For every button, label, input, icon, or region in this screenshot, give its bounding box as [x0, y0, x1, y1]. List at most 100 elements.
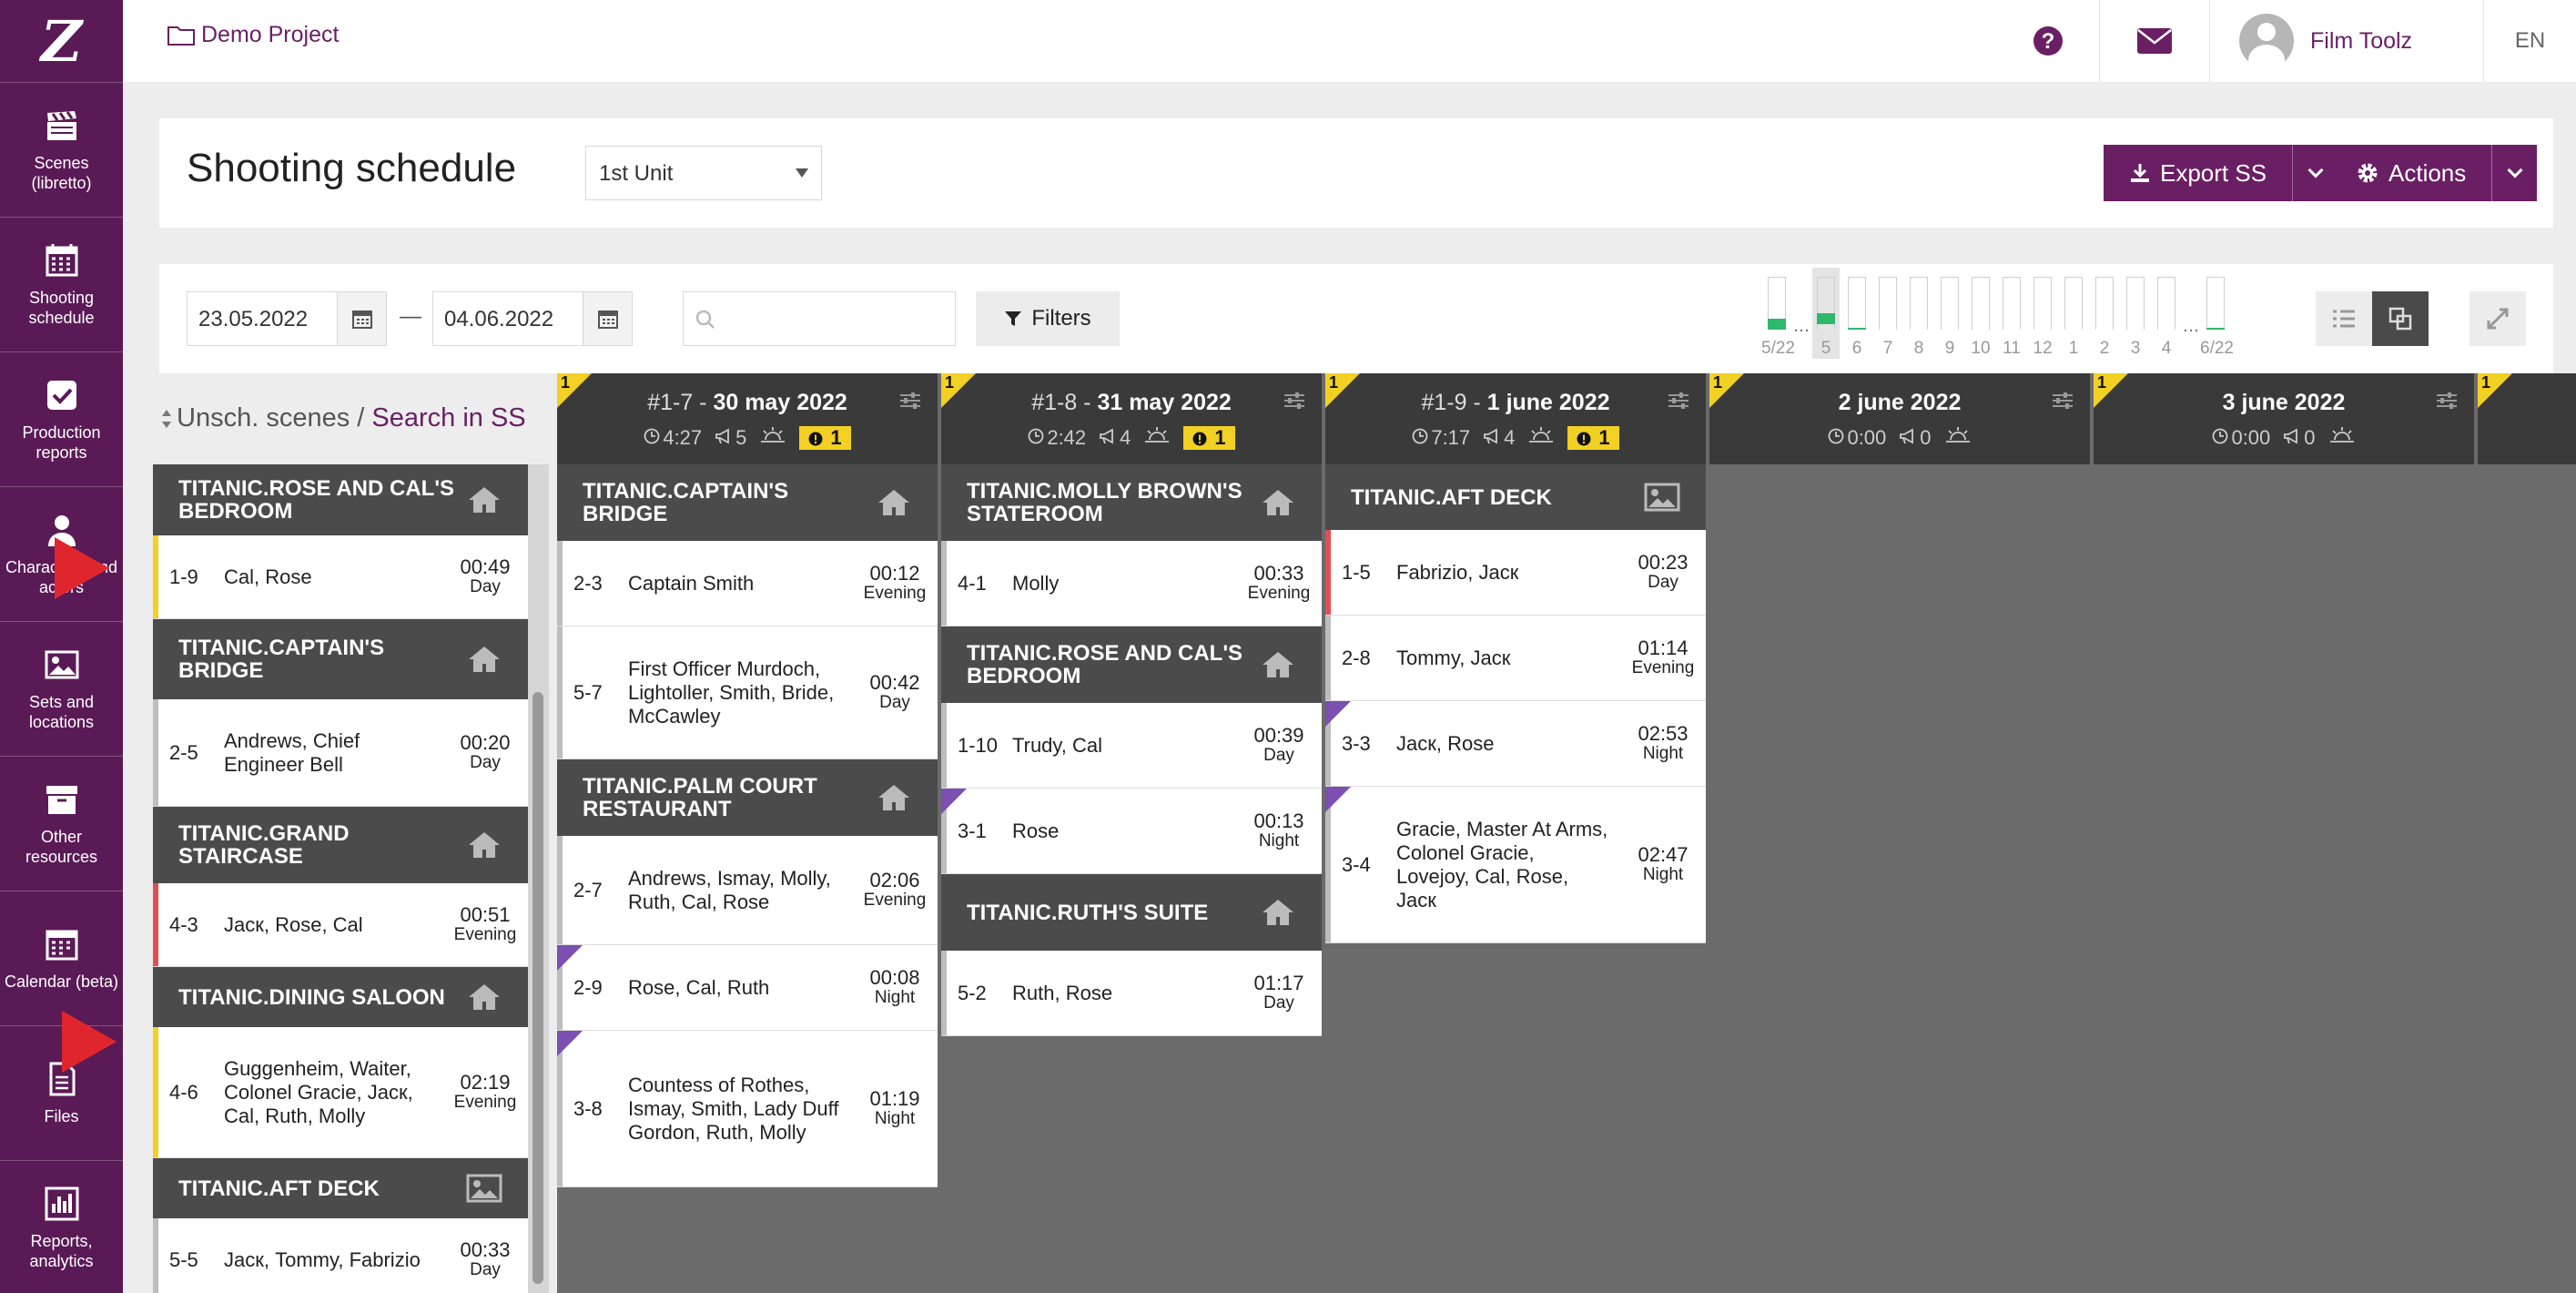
unscheduled-title[interactable]: Unsch. scenes: [177, 403, 350, 433]
warning-badge[interactable]: 1: [1567, 426, 1619, 450]
date-to-field[interactable]: 04.06.2022: [432, 291, 633, 346]
scene-card[interactable]: 2-5 Andrews, Chief Engineer Bell 00:20 Day: [153, 699, 528, 807]
scene-stripe: [941, 951, 947, 1035]
mini-chart-bar[interactable]: [2206, 273, 2225, 330]
mini-chart-bar[interactable]: [1812, 268, 1840, 359]
list-view-button[interactable]: [2316, 291, 2372, 346]
scene-card[interactable]: 2-3 Captain Smith 00:12 Evening: [557, 541, 938, 626]
scene-card[interactable]: 3-8 Countess of Rothes, Ismay, Smith, Lad…: [557, 1031, 938, 1187]
set-header[interactable]: TITANIC.ROSE AND CAL'S BEDROOM: [941, 626, 1322, 703]
day-column: 1 2 june 2022 0:00 0: [1709, 373, 2090, 464]
set-header[interactable]: TITANIC.CAPTAIN'S BRIDGE: [153, 619, 528, 699]
set-header[interactable]: TITANIC.DINING SALOON: [153, 967, 528, 1027]
sidebar-item-shooting-schedule[interactable]: Shooting schedule: [0, 217, 123, 351]
mini-chart-bar[interactable]: [1910, 273, 1928, 330]
mini-chart-bar[interactable]: [2126, 273, 2145, 330]
day-header[interactable]: 1 #1-9 - 1 june 2022 7:17 4 1: [1325, 373, 1706, 464]
scene-number: 4-3: [169, 912, 198, 936]
day-header[interactable]: 1 2 june 2022 0:00 0: [1709, 373, 2090, 464]
mini-chart-bar[interactable]: [1941, 273, 1959, 330]
set-name: TITANIC.AFT DECK: [178, 1176, 380, 1201]
scene-time-of-day: Day: [470, 1259, 501, 1279]
board-view-button[interactable]: [2372, 291, 2429, 346]
unit-select[interactable]: 1st Unit: [585, 146, 822, 200]
set-header[interactable]: TITANIC.GRAND STAIRCASE: [153, 807, 528, 883]
export-ss-button[interactable]: Export SS: [2104, 145, 2292, 201]
scene-card[interactable]: 5-5 Jacк, Tommy, Fabrizio 00:33 Day: [153, 1218, 528, 1293]
set-header[interactable]: TITANIC.AFT DECK: [1325, 464, 1706, 530]
sunrise-icon: [1143, 426, 1171, 450]
export-dropdown-toggle[interactable]: [2292, 145, 2338, 201]
day-settings-icon[interactable]: [1668, 392, 1689, 410]
scene-card[interactable]: 1-5 Fabrizio, Jacк 00:23 Day: [1325, 530, 1706, 616]
scene-card[interactable]: 4-1 Molly 00:33 Evening: [941, 541, 1322, 626]
user-menu[interactable]: Film Toolz: [2209, 0, 2482, 82]
mini-chart-bar[interactable]: [1848, 273, 1866, 330]
calendar-icon[interactable]: [337, 292, 386, 345]
scrollbar[interactable]: [528, 464, 549, 1293]
day-settings-icon[interactable]: [1283, 392, 1305, 410]
day-header[interactable]: 1 #1-7 - 30 may 2022 4:27 5 1: [557, 373, 938, 464]
set-header[interactable]: TITANIC.PALM COURT RESTAURANT: [557, 759, 938, 836]
day-settings-icon[interactable]: [2436, 392, 2458, 410]
mini-chart-bar[interactable]: [2003, 273, 2021, 330]
scene-card[interactable]: 1-10 Trudy, Cal 00:39 Day: [941, 703, 1322, 789]
project-link[interactable]: Demo Project: [167, 22, 339, 48]
day-header[interactable]: 1 3 june 2022 0:00 0: [2094, 373, 2474, 464]
scene-card[interactable]: 1-9 Cal, Rose 00:49 Day: [153, 535, 528, 619]
day-settings-icon[interactable]: [899, 392, 921, 410]
actions-button[interactable]: Actions: [2330, 145, 2491, 201]
mini-chart-bar[interactable]: [2095, 273, 2114, 330]
search-in-ss-link[interactable]: Search in SS: [371, 403, 526, 433]
day-header[interactable]: 1 #1-8 - 31 may 2022 2:42 4 1: [941, 373, 1322, 464]
set-header[interactable]: TITANIC.AFT DECK: [153, 1158, 528, 1218]
messages-button[interactable]: [2099, 0, 2208, 82]
warning-badge[interactable]: 1: [799, 426, 851, 450]
sidebar-item-calendar-beta[interactable]: Calendar (beta): [0, 891, 123, 1025]
scene-card[interactable]: 4-6 Guggenheim, Waiter, Colonel Gracie, J…: [153, 1027, 528, 1158]
filters-button[interactable]: Filters: [976, 291, 1120, 346]
count-group: 4: [1099, 426, 1131, 450]
warning-badge[interactable]: 1: [1183, 426, 1235, 450]
sort-icon[interactable]: [160, 408, 173, 430]
scene-card[interactable]: 5-2 Ruth, Rose 01:17 Day: [941, 951, 1322, 1036]
sidebar-item-production-reports[interactable]: Production reports: [0, 351, 123, 486]
fullscreen-button[interactable]: [2470, 291, 2526, 346]
scene-card[interactable]: 3-4 Gracie, Master At Arms, Colonel Graci…: [1325, 787, 1706, 943]
set-header[interactable]: TITANIC.ROSE AND CAL'S BEDROOM: [153, 464, 528, 535]
actions-dropdown-toggle[interactable]: [2491, 145, 2537, 201]
mini-chart-bar[interactable]: [2064, 273, 2083, 330]
scene-card[interactable]: 3-3 Jacк, Rose 02:53 Night: [1325, 701, 1706, 787]
scene-search-input[interactable]: [683, 291, 956, 346]
help-button[interactable]: ?: [1998, 0, 2098, 82]
duration-group: 7:17: [1412, 426, 1470, 450]
corner-marker: [941, 789, 967, 814]
mini-chart-bar[interactable]: [1972, 273, 1990, 330]
day-header[interactable]: 1: [2478, 373, 2576, 464]
calendar-icon[interactable]: [583, 292, 632, 345]
scrollbar-thumb[interactable]: [532, 692, 543, 1284]
language-switch[interactable]: EN: [2483, 0, 2576, 82]
scene-card[interactable]: 3-1 Rose 00:13 Night: [941, 789, 1322, 874]
scene-card[interactable]: 2-8 Tommy, Jacк 01:14 Evening: [1325, 616, 1706, 701]
scene-card[interactable]: 2-9 Rose, Cal, Ruth 00:08 Night: [557, 945, 938, 1031]
app-logo[interactable]: Z: [40, 7, 83, 75]
mini-chart-bar[interactable]: [1768, 273, 1786, 330]
set-header[interactable]: TITANIC.CAPTAIN'S BRIDGE: [557, 464, 938, 541]
scene-card[interactable]: 2-7 Andrews, Ismay, Molly, Ruth, Cal, Ros…: [557, 836, 938, 945]
day-settings-icon[interactable]: [2052, 392, 2074, 410]
scene-card[interactable]: 5-7 First Officer Murdoch, Lightoller, Sm…: [557, 626, 938, 759]
mini-chart-bar[interactable]: [2033, 273, 2052, 330]
mini-chart-bar[interactable]: [2157, 273, 2175, 330]
sidebar-item-sets-and-locations[interactable]: Sets and locations: [0, 621, 123, 756]
set-header[interactable]: TITANIC.RUTH'S SUITE: [941, 874, 1322, 951]
home-icon: [466, 830, 502, 860]
scene-card[interactable]: 4-3 Jacк, Rose, Cal 00:51 Evening: [153, 883, 528, 967]
set-header[interactable]: TITANIC.MOLLY BROWN'S STATEROOM: [941, 464, 1322, 541]
sidebar-item-reports-analytics[interactable]: Reports, analytics: [0, 1160, 123, 1293]
date-from-field[interactable]: 23.05.2022: [187, 291, 387, 346]
sidebar-item-other-resources[interactable]: Other resources: [0, 756, 123, 891]
sidebar-item-scenes-libretto[interactable]: Scenes (libretto): [0, 82, 123, 217]
mini-chart-bar[interactable]: [1879, 273, 1897, 330]
scene-stripe: [153, 699, 158, 806]
